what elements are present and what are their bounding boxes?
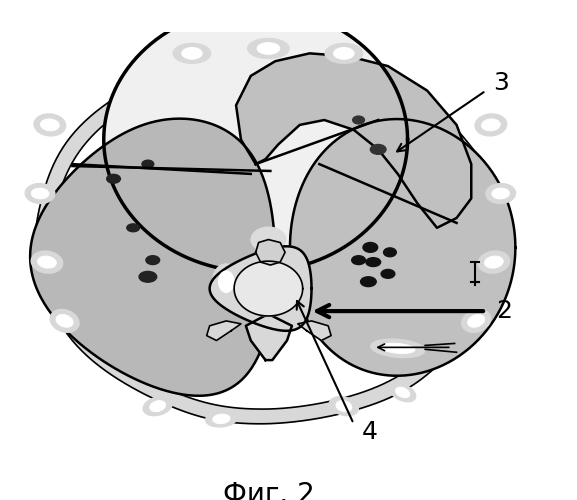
Polygon shape <box>290 119 515 376</box>
Ellipse shape <box>361 277 376 286</box>
Ellipse shape <box>467 314 485 327</box>
Ellipse shape <box>31 251 62 273</box>
Ellipse shape <box>370 144 386 154</box>
Ellipse shape <box>56 314 73 327</box>
Ellipse shape <box>257 42 280 54</box>
Ellipse shape <box>352 256 365 264</box>
Ellipse shape <box>31 188 49 199</box>
Ellipse shape <box>329 397 358 415</box>
Ellipse shape <box>139 272 157 282</box>
Text: 4: 4 <box>362 420 377 444</box>
Ellipse shape <box>353 116 365 124</box>
Polygon shape <box>256 240 285 265</box>
Ellipse shape <box>50 310 79 332</box>
Polygon shape <box>246 314 292 360</box>
Ellipse shape <box>325 44 362 63</box>
Ellipse shape <box>146 256 160 264</box>
Text: 3: 3 <box>493 71 509 95</box>
Ellipse shape <box>248 38 289 58</box>
Ellipse shape <box>475 114 507 136</box>
Polygon shape <box>35 52 502 424</box>
Ellipse shape <box>173 44 211 63</box>
Polygon shape <box>30 118 275 396</box>
Ellipse shape <box>485 256 503 268</box>
Ellipse shape <box>212 264 240 300</box>
Ellipse shape <box>206 411 237 427</box>
Ellipse shape <box>366 258 381 266</box>
Polygon shape <box>209 246 312 331</box>
Ellipse shape <box>107 174 121 183</box>
Polygon shape <box>234 261 303 316</box>
Ellipse shape <box>150 400 166 411</box>
Ellipse shape <box>336 400 352 411</box>
Ellipse shape <box>251 228 286 252</box>
Text: 2: 2 <box>496 299 512 323</box>
Polygon shape <box>104 8 407 272</box>
Ellipse shape <box>334 48 354 59</box>
Ellipse shape <box>371 339 425 357</box>
Ellipse shape <box>492 188 509 199</box>
Polygon shape <box>207 321 241 340</box>
Ellipse shape <box>381 270 395 278</box>
Ellipse shape <box>486 184 515 204</box>
Ellipse shape <box>381 343 415 353</box>
Ellipse shape <box>127 224 140 232</box>
Ellipse shape <box>34 114 66 136</box>
Ellipse shape <box>384 248 396 256</box>
Ellipse shape <box>219 271 234 292</box>
Polygon shape <box>51 66 486 409</box>
Ellipse shape <box>40 119 59 131</box>
Ellipse shape <box>390 384 415 402</box>
Text: Фиг. 2: Фиг. 2 <box>223 480 314 500</box>
Ellipse shape <box>396 387 410 398</box>
Ellipse shape <box>38 256 57 268</box>
Ellipse shape <box>25 184 55 204</box>
Ellipse shape <box>481 119 500 131</box>
Ellipse shape <box>213 414 230 424</box>
Polygon shape <box>236 54 471 228</box>
Ellipse shape <box>143 397 172 415</box>
Ellipse shape <box>142 160 153 168</box>
Polygon shape <box>298 321 331 340</box>
Ellipse shape <box>363 242 378 252</box>
Ellipse shape <box>462 310 490 332</box>
Ellipse shape <box>182 48 202 59</box>
Ellipse shape <box>478 251 509 273</box>
